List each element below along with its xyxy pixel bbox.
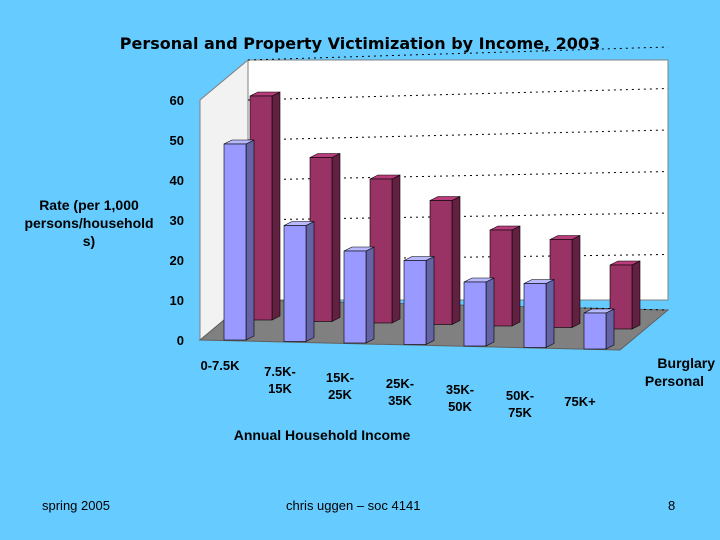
x-tick-label-line: 0-7.5K: [200, 358, 240, 373]
y-tick-label: 10: [170, 293, 184, 308]
personal-bar-side: [245, 139, 255, 341]
x-tick-label-line: 15K: [268, 381, 292, 396]
personal-bar: [583, 312, 607, 350]
burglary-bar-side: [571, 235, 581, 328]
x-tick-label: 15K- 25K: [326, 370, 354, 402]
personal-bar: [343, 250, 367, 344]
personal-bar-side: [425, 256, 435, 345]
x-tick-label-line: 7.5K-: [264, 364, 296, 379]
y-axis-label: Rate (per 1,000 persons/household s): [10, 196, 168, 250]
x-tick-label-line: 50K: [448, 399, 472, 414]
personal-bar-side: [485, 277, 495, 347]
slide-number: 8: [668, 498, 676, 513]
x-tick-label-line: 15K-: [326, 370, 354, 385]
gridline: [247, 88, 669, 101]
x-tick-label: 25K- 35K: [386, 376, 414, 408]
burglary-bar-side: [451, 196, 461, 325]
y-axis-label-line: Rate (per 1,000: [39, 197, 139, 213]
x-tick-label-line: 25K: [328, 387, 352, 402]
personal-bar: [463, 281, 487, 347]
y-tick-label: 0: [177, 333, 184, 348]
burglary-bar-side: [511, 225, 521, 327]
series-label-burglary: Burglary: [657, 355, 715, 371]
x-tick-label: 0-7.5K: [200, 358, 240, 373]
x-tick-label-line: 35K: [388, 393, 412, 408]
footer-date: spring 2005: [42, 498, 110, 513]
personal-bar-side: [545, 279, 555, 348]
gridline: [247, 171, 669, 181]
y-axis-label-line: persons/household: [24, 215, 154, 231]
x-tick-label-line: 25K-: [386, 376, 414, 391]
x-tick-label: 50K- 75K: [506, 388, 534, 420]
personal-bar-side: [305, 221, 315, 342]
x-tick-label-line: 35K-: [446, 382, 474, 397]
series-label-personal: Personal: [645, 373, 704, 389]
burglary-bar: [609, 264, 633, 330]
x-tick-label: 7.5K- 15K: [264, 364, 296, 396]
personal-bar-side: [365, 246, 375, 344]
y-axis-label-line: s): [82, 233, 96, 249]
x-tick-label: 75K+: [564, 394, 596, 409]
personal-bar-side: [605, 308, 615, 350]
y-tick-label: 40: [170, 173, 184, 188]
gridline: [247, 129, 669, 141]
personal-bar: [403, 260, 427, 345]
burglary-bar-side: [271, 91, 281, 321]
y-tick-label: 20: [170, 253, 184, 268]
x-tick-label: 35K- 50K: [446, 382, 474, 414]
x-tick-label-line: 50K-: [506, 388, 534, 403]
personal-bar: [523, 283, 547, 348]
x-axis-label: Annual Household Income: [234, 427, 411, 443]
burglary-bar-side: [631, 260, 641, 330]
burglary-bar-side: [391, 174, 401, 324]
y-tick-label: 50: [170, 133, 184, 148]
gridline: [247, 46, 669, 61]
burglary-bar-side: [331, 153, 341, 322]
footer-author: chris uggen – soc 4141: [286, 498, 421, 513]
x-tick-label-line: 75K: [508, 405, 532, 420]
x-tick-label-line: 75K+: [564, 394, 596, 409]
personal-bar: [283, 225, 307, 342]
y-tick-label: 60: [170, 93, 184, 108]
chart-title: Personal and Property Victimization by I…: [119, 34, 601, 53]
y-tick-label: 30: [170, 213, 184, 228]
personal-bar: [223, 143, 247, 341]
